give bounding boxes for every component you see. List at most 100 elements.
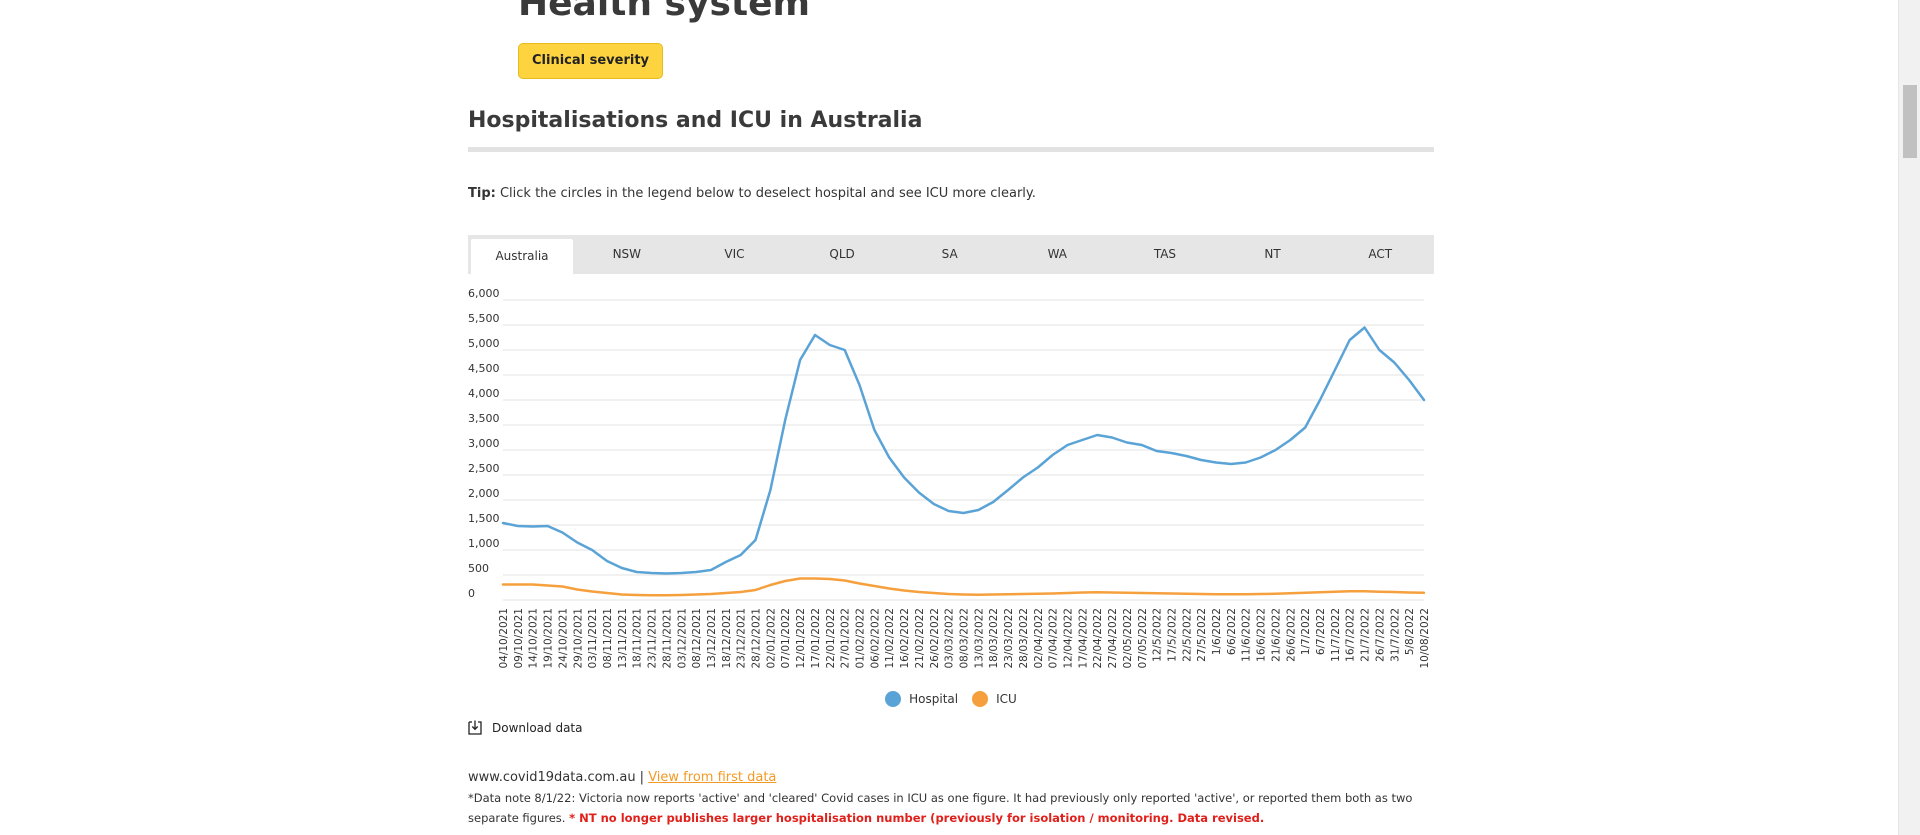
scrollbar-thumb[interactable]: [1903, 85, 1917, 158]
x-tick-label: 17/04/2022: [1077, 608, 1089, 668]
source-text: www.covid19data.com.au |: [468, 770, 649, 785]
legend-label-icu: ICU: [996, 692, 1017, 706]
nt-warning-note: * NT no longer publishes larger hospital…: [569, 811, 1265, 825]
view-first-data-link[interactable]: View from first data: [648, 770, 777, 785]
tab-act[interactable]: ACT: [1368, 247, 1393, 261]
x-tick-label: 26/6/2022: [1285, 608, 1297, 662]
section-title: Health system: [518, 0, 811, 24]
x-tick-label: 13/03/2022: [973, 608, 985, 668]
x-tick-label: 11/02/2022: [884, 608, 896, 668]
x-tick-label: 16/6/2022: [1256, 608, 1268, 662]
x-tick-label: 11/6/2022: [1241, 608, 1253, 662]
x-tick-label: 23/11/2021: [647, 608, 659, 668]
x-tick-label: 12/04/2022: [1062, 608, 1074, 668]
legend-marker-icu[interactable]: [972, 691, 989, 707]
clinical-severity-button[interactable]: Clinical severity: [518, 43, 664, 79]
x-tick-label: 17/01/2022: [810, 608, 822, 668]
y-tick-label: 1,500: [468, 512, 500, 525]
x-tick-label: 28/11/2021: [661, 608, 673, 668]
x-tick-label: 6/6/2022: [1226, 608, 1238, 655]
x-tick-label: 16/7/2022: [1345, 608, 1357, 662]
y-tick-label: 4,500: [468, 362, 500, 375]
y-tick-label: 2,500: [468, 462, 500, 475]
tab-vic[interactable]: VIC: [724, 247, 745, 261]
tab-tas[interactable]: TAS: [1153, 247, 1177, 261]
tab-australia[interactable]: Australia: [471, 239, 573, 274]
x-tick-label: 22/5/2022: [1181, 608, 1193, 662]
x-tick-label: 02/01/2022: [765, 608, 777, 668]
x-tick-label: 26/7/2022: [1374, 608, 1386, 662]
tab-qld[interactable]: QLD: [829, 247, 855, 261]
y-tick-label: 4,000: [468, 387, 500, 400]
y-tick-label: 0: [468, 587, 475, 600]
x-tick-label: 02/05/2022: [1122, 608, 1134, 668]
x-tick-label: 26/02/2022: [929, 608, 941, 668]
tab-nsw[interactable]: NSW: [612, 247, 642, 261]
tab-nt[interactable]: NT: [1264, 247, 1281, 261]
series-line-icu: [501, 577, 1426, 597]
x-tick-label: 17/5/2022: [1166, 608, 1178, 662]
x-tick-label: 22/01/2022: [825, 608, 837, 668]
x-tick-label: 23/03/2022: [1003, 608, 1015, 668]
x-tick-label: 13/12/2021: [706, 608, 718, 668]
y-tick-label: 6,000: [468, 288, 500, 300]
chart-title: Hospitalisations and ICU in Australia: [468, 108, 923, 133]
page-scrollbar[interactable]: [1898, 0, 1920, 835]
x-tick-label: 24/10/2021: [557, 608, 569, 668]
x-tick-label: 12/01/2022: [795, 608, 807, 668]
tab-wa[interactable]: WA: [1047, 247, 1068, 261]
x-tick-label: 03/12/2021: [676, 608, 688, 668]
x-tick-label: 21/7/2022: [1360, 608, 1372, 662]
x-tick-label: 10/08/2022: [1419, 608, 1431, 668]
y-tick-label: 5,000: [468, 337, 500, 350]
legend-marker-hospital[interactable]: [885, 691, 902, 707]
x-tick-label: 29/10/2021: [572, 608, 584, 668]
x-tick-label: 02/04/2022: [1033, 608, 1045, 668]
y-tick-label: 500: [468, 562, 489, 575]
chart-container: 0 500 1,000 1,500 2,000 2,500 3,000 3,500 4,000 4…: [468, 287, 1434, 669]
tab-sa[interactable]: SA: [941, 247, 958, 261]
y-tick-label: 5,500: [468, 312, 500, 325]
data-note-text: *Data note 8/1/22: Victoria now reports …: [468, 791, 1413, 825]
region-tabs: Australia NSW VIC QLD SA WA TAS NT ACT: [468, 235, 1434, 274]
x-tick-label: 11/7/2022: [1330, 608, 1342, 662]
legend-item-hospital[interactable]: Hospital: [885, 691, 958, 707]
x-tick-label: 16/02/2022: [899, 608, 911, 668]
legend-label-hospital: Hospital: [909, 692, 959, 706]
series-line-hospital: [501, 326, 1426, 575]
x-tick-label: 07/01/2022: [780, 608, 792, 668]
x-tick-label: 1/7/2022: [1300, 608, 1312, 655]
x-tick-label: 6/7/2022: [1315, 608, 1327, 655]
tip-body: Click the circles in the legend below to…: [495, 186, 1036, 201]
download-data-button[interactable]: Download data: [468, 720, 583, 735]
hospitalisation-chart: 0 500 1,000 1,500 2,000 2,500 3,000 3,500 4,000 4…: [468, 287, 1431, 669]
legend-item-icu[interactable]: ICU: [972, 691, 1017, 707]
x-tick-label: 31/7/2022: [1389, 608, 1401, 662]
x-tick-label: 01/02/2022: [855, 608, 867, 668]
x-tick-label: 07/05/2022: [1137, 608, 1149, 668]
x-tick-label: 19/10/2021: [543, 608, 555, 668]
x-tick-label: 03/03/2022: [944, 608, 956, 668]
data-note: *Data note 8/1/22: Victoria now reports …: [468, 788, 1434, 828]
x-tick-label: 03/11/2021: [587, 608, 599, 668]
x-tick-label: 21/02/2022: [914, 608, 926, 668]
y-tick-label: 3,000: [468, 437, 500, 450]
x-tick-label: 14/10/2021: [528, 608, 540, 668]
x-tick-label: 13/11/2021: [617, 608, 629, 668]
x-tick-label: 27/04/2022: [1107, 608, 1119, 668]
y-tick-label: 3,500: [468, 412, 500, 425]
x-tick-label: 09/10/2021: [513, 608, 525, 668]
x-tick-label: 23/12/2021: [736, 608, 748, 668]
x-tick-label: 08/12/2021: [691, 608, 703, 668]
x-tick-label: 5/8/2022: [1404, 608, 1416, 655]
x-tick-label: 08/03/2022: [959, 608, 971, 668]
x-tick-label: 04/10/2021: [498, 608, 510, 668]
x-tick-label: 1/6/2022: [1211, 608, 1223, 655]
tip-label: Tip:: [468, 186, 496, 201]
x-tick-label: 21/6/2022: [1270, 608, 1282, 662]
x-tick-label: 18/11/2021: [632, 608, 644, 668]
x-tick-label: 27/01/2022: [840, 608, 852, 668]
download-icon: [468, 720, 482, 735]
tip-text: Tip: Click the circles in the legend bel…: [468, 186, 1036, 201]
